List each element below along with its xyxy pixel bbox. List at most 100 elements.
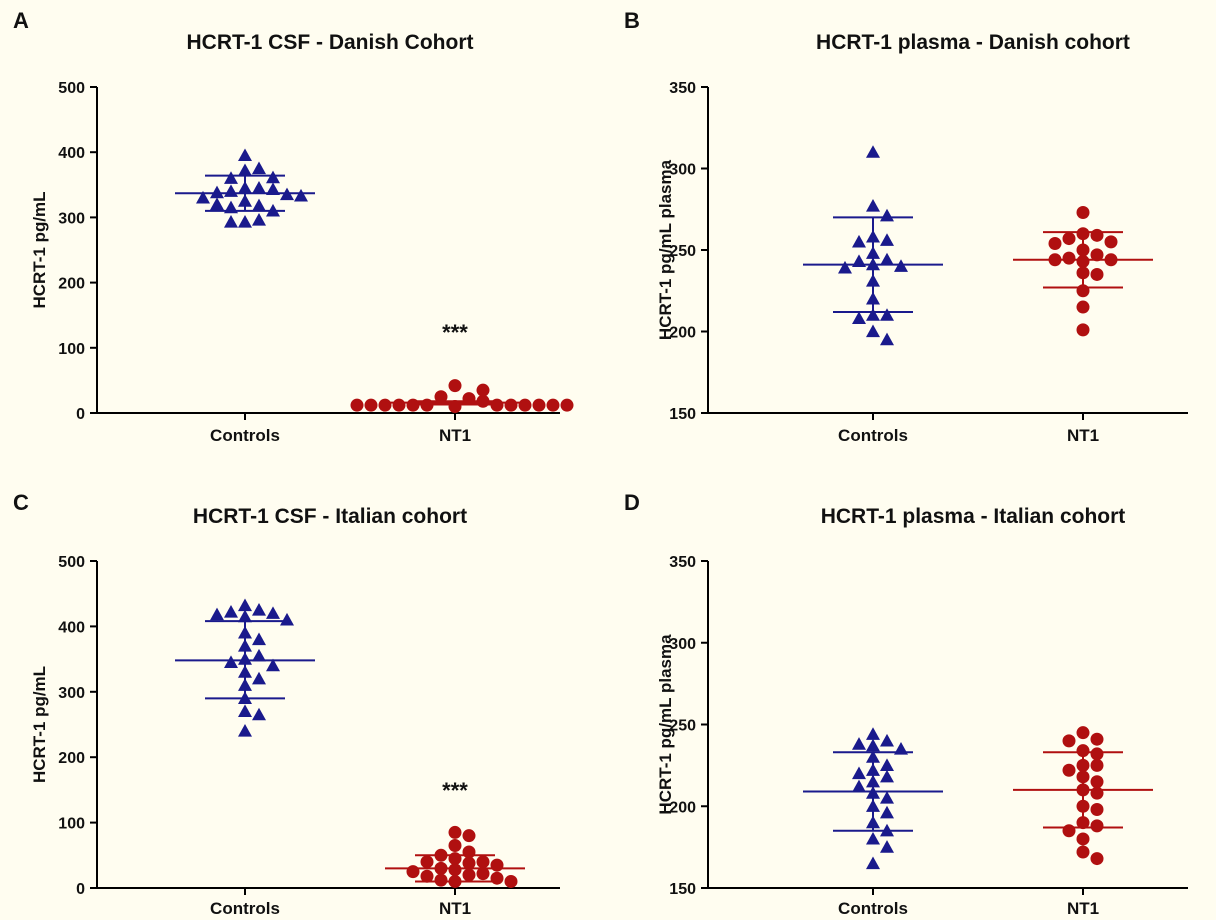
data-point-d-nt1 (1090, 786, 1104, 800)
panel-letter-a: A (13, 8, 29, 33)
data-point-c-nt1 (448, 838, 462, 852)
panel-letter-b: B (624, 8, 640, 33)
data-point-d-controls (852, 737, 866, 750)
data-point-a-controls (238, 163, 252, 177)
data-point-c-controls (280, 612, 294, 626)
chart-panel-d: HCRT-1 plasma - Italian cohort HCRT-1 pg/… (656, 505, 1188, 918)
data-point-c-nt1 (476, 855, 490, 869)
data-point-d-controls (880, 769, 894, 783)
data-point-c-nt1 (504, 874, 518, 888)
data-point-d-controls (866, 856, 880, 870)
y-tick-label-a: 500 (58, 80, 85, 97)
data-point-c-controls (238, 598, 252, 612)
data-point-d-nt1 (1090, 819, 1104, 833)
data-point-c-controls (266, 658, 280, 672)
data-point-c-nt1 (490, 871, 504, 885)
data-point-c-controls (238, 609, 252, 623)
data-point-b-controls (866, 324, 880, 338)
data-point-c-nt1 (462, 829, 476, 843)
data-point-b-controls (866, 308, 880, 321)
x-tick-label-b: Controls (838, 426, 908, 445)
y-tick-label-a: 0 (76, 406, 85, 423)
x-tick-label-c: NT1 (439, 899, 471, 918)
y-tick-label-c: 400 (58, 619, 85, 636)
data-point-a-nt1 (378, 398, 392, 412)
panel-letter-d: D (624, 490, 640, 515)
x-tick-label-b: NT1 (1067, 426, 1099, 445)
data-point-b-nt1 (1062, 232, 1076, 246)
data-point-b-nt1 (1048, 236, 1062, 250)
chart-title-c: HCRT-1 CSF - Italian cohort (193, 505, 467, 528)
y-tick-label-b: 150 (669, 406, 696, 423)
chart-title-d: HCRT-1 plasma - Italian cohort (821, 505, 1126, 528)
data-point-c-controls (252, 648, 266, 662)
data-point-a-controls (252, 198, 266, 212)
data-point-d-nt1 (1090, 852, 1104, 866)
data-point-b-nt1 (1090, 267, 1104, 281)
y-tick-label-d: 150 (669, 881, 696, 898)
panel-letter-c: C (13, 490, 29, 515)
data-point-b-nt1 (1104, 235, 1118, 249)
data-point-d-controls (880, 791, 894, 804)
data-point-c-nt1 (420, 855, 434, 869)
y-tick-label-a: 200 (58, 276, 85, 293)
y-tick-label-a: 400 (58, 145, 85, 162)
data-point-d-controls (852, 779, 866, 793)
y-tick-label-a: 100 (58, 341, 85, 358)
data-point-a-controls (294, 188, 308, 202)
data-point-d-controls (866, 727, 880, 740)
y-axis-label-d: HCRT-1 pg/mL plasma (656, 634, 675, 815)
data-point-a-controls (210, 197, 224, 210)
data-point-c-nt1 (462, 845, 476, 859)
data-point-a-nt1 (434, 390, 448, 404)
data-point-a-controls (196, 190, 210, 204)
data-point-a-controls (266, 170, 280, 184)
y-tick-label-c: 300 (58, 685, 85, 702)
data-point-d-nt1 (1076, 744, 1090, 758)
data-point-b-nt1 (1076, 323, 1090, 337)
data-point-a-controls (224, 184, 238, 197)
data-point-d-controls (880, 758, 894, 771)
data-point-c-nt1 (490, 858, 504, 872)
chart-title-a: HCRT-1 CSF - Danish Cohort (187, 31, 474, 54)
data-point-d-nt1 (1062, 734, 1076, 748)
data-point-d-nt1 (1076, 832, 1090, 846)
data-point-d-nt1 (1090, 758, 1104, 772)
data-point-a-controls (224, 171, 238, 184)
y-axis-label-b: HCRT-1 pg/mL plasma (656, 159, 675, 340)
data-point-a-nt1 (560, 398, 574, 412)
data-point-b-controls (880, 252, 894, 266)
data-point-c-nt1 (448, 825, 462, 839)
data-point-c-controls (238, 704, 252, 718)
data-point-b-controls (880, 208, 894, 222)
data-point-d-controls (866, 738, 880, 752)
data-point-b-controls (852, 311, 866, 325)
x-tick-label-a: NT1 (439, 426, 471, 445)
data-point-c-controls (224, 655, 238, 668)
y-tick-label-b: 300 (669, 162, 696, 179)
data-point-c-controls (252, 632, 266, 646)
data-point-d-nt1 (1090, 803, 1104, 817)
data-point-d-nt1 (1076, 845, 1090, 859)
x-tick-label-c: Controls (210, 899, 280, 918)
data-point-d-controls (866, 831, 880, 845)
data-point-b-controls (866, 198, 880, 212)
data-point-c-controls (224, 605, 238, 618)
data-point-b-controls (852, 234, 866, 248)
y-tick-label-d: 250 (669, 718, 696, 735)
data-point-b-nt1 (1076, 300, 1090, 314)
data-point-a-controls (252, 181, 266, 194)
data-point-b-controls (880, 308, 894, 321)
significance-annotation-c: *** (442, 778, 468, 803)
data-point-d-nt1 (1076, 726, 1090, 740)
y-tick-label-c: 200 (58, 750, 85, 767)
data-point-a-controls (238, 148, 252, 162)
y-tick-label-b: 200 (669, 325, 696, 342)
data-point-d-controls (880, 805, 894, 819)
data-point-c-nt1 (434, 873, 448, 887)
y-tick-label-d: 300 (669, 636, 696, 653)
data-point-a-controls (238, 214, 252, 228)
data-point-a-nt1 (476, 383, 490, 397)
data-point-d-nt1 (1090, 775, 1104, 789)
data-point-b-nt1 (1062, 251, 1076, 265)
